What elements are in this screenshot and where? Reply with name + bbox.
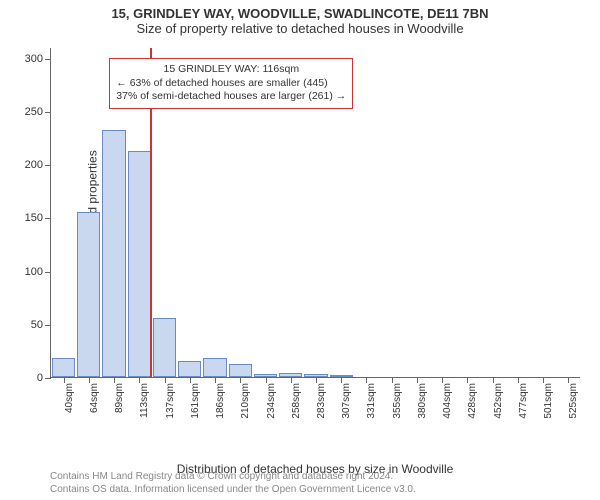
y-tick xyxy=(45,325,51,326)
chart-title-address: 15, GRINDLEY WAY, WOODVILLE, SWADLINCOTE… xyxy=(0,0,600,21)
x-tick-label: 161sqm xyxy=(190,383,201,419)
x-tick-label: 210sqm xyxy=(240,383,251,419)
histogram-bar xyxy=(229,364,252,377)
x-tick-label: 477sqm xyxy=(518,383,529,419)
annotation-line: 15 GRINDLEY WAY: 116sqm xyxy=(116,63,346,77)
annotation-box: 15 GRINDLEY WAY: 116sqm← 63% of detached… xyxy=(109,58,353,109)
histogram-bar xyxy=(128,151,151,377)
histogram-bar xyxy=(203,358,226,377)
x-tick-label: 501sqm xyxy=(543,383,554,419)
histogram-bar xyxy=(102,130,125,377)
y-tick xyxy=(45,165,51,166)
y-tick-label: 0 xyxy=(37,372,43,384)
plot-region: 05010015020025030040sqm64sqm89sqm113sqm1… xyxy=(50,48,580,378)
annotation-line: 37% of semi-detached houses are larger (… xyxy=(116,90,346,104)
x-tick-label: 186sqm xyxy=(215,383,226,419)
y-tick-label: 100 xyxy=(25,266,43,278)
x-tick-label: 355sqm xyxy=(392,383,403,419)
histogram-bar xyxy=(77,212,100,377)
y-tick-label: 200 xyxy=(25,159,43,171)
y-tick-label: 250 xyxy=(25,106,43,118)
histogram-bar xyxy=(178,361,201,377)
x-tick-label: 331sqm xyxy=(366,383,377,419)
x-tick-label: 258sqm xyxy=(291,383,302,419)
y-tick-label: 50 xyxy=(31,319,43,331)
y-tick-label: 150 xyxy=(25,212,43,224)
y-tick xyxy=(45,272,51,273)
x-tick-label: 113sqm xyxy=(139,383,150,418)
y-tick-label: 300 xyxy=(25,53,43,65)
x-tick-label: 307sqm xyxy=(341,383,352,419)
credits-line1: Contains HM Land Registry data © Crown c… xyxy=(50,471,416,484)
x-tick-label: 64sqm xyxy=(89,383,100,413)
chart-title-desc: Size of property relative to detached ho… xyxy=(0,21,600,40)
y-tick xyxy=(45,218,51,219)
x-tick-label: 137sqm xyxy=(165,383,176,419)
x-tick-label: 428sqm xyxy=(467,383,478,419)
x-tick-label: 89sqm xyxy=(114,383,125,413)
y-tick xyxy=(45,378,51,379)
credits-line2: Contains OS data. Information licensed u… xyxy=(50,484,416,497)
x-tick-label: 380sqm xyxy=(417,383,428,419)
annotation-line: ← 63% of detached houses are smaller (44… xyxy=(116,77,346,91)
x-tick-label: 40sqm xyxy=(64,383,75,413)
x-tick-label: 525sqm xyxy=(568,383,579,419)
x-tick-label: 452sqm xyxy=(493,383,504,419)
credits-text: Contains HM Land Registry data © Crown c… xyxy=(50,471,416,496)
histogram-bar xyxy=(153,318,176,377)
y-tick xyxy=(45,112,51,113)
histogram-bar xyxy=(52,358,75,377)
x-tick-label: 234sqm xyxy=(266,383,277,419)
x-tick-label: 283sqm xyxy=(316,383,327,419)
y-tick xyxy=(45,59,51,60)
chart-area: Number of detached properties 0501001502… xyxy=(50,48,580,418)
x-tick-label: 404sqm xyxy=(442,383,453,419)
